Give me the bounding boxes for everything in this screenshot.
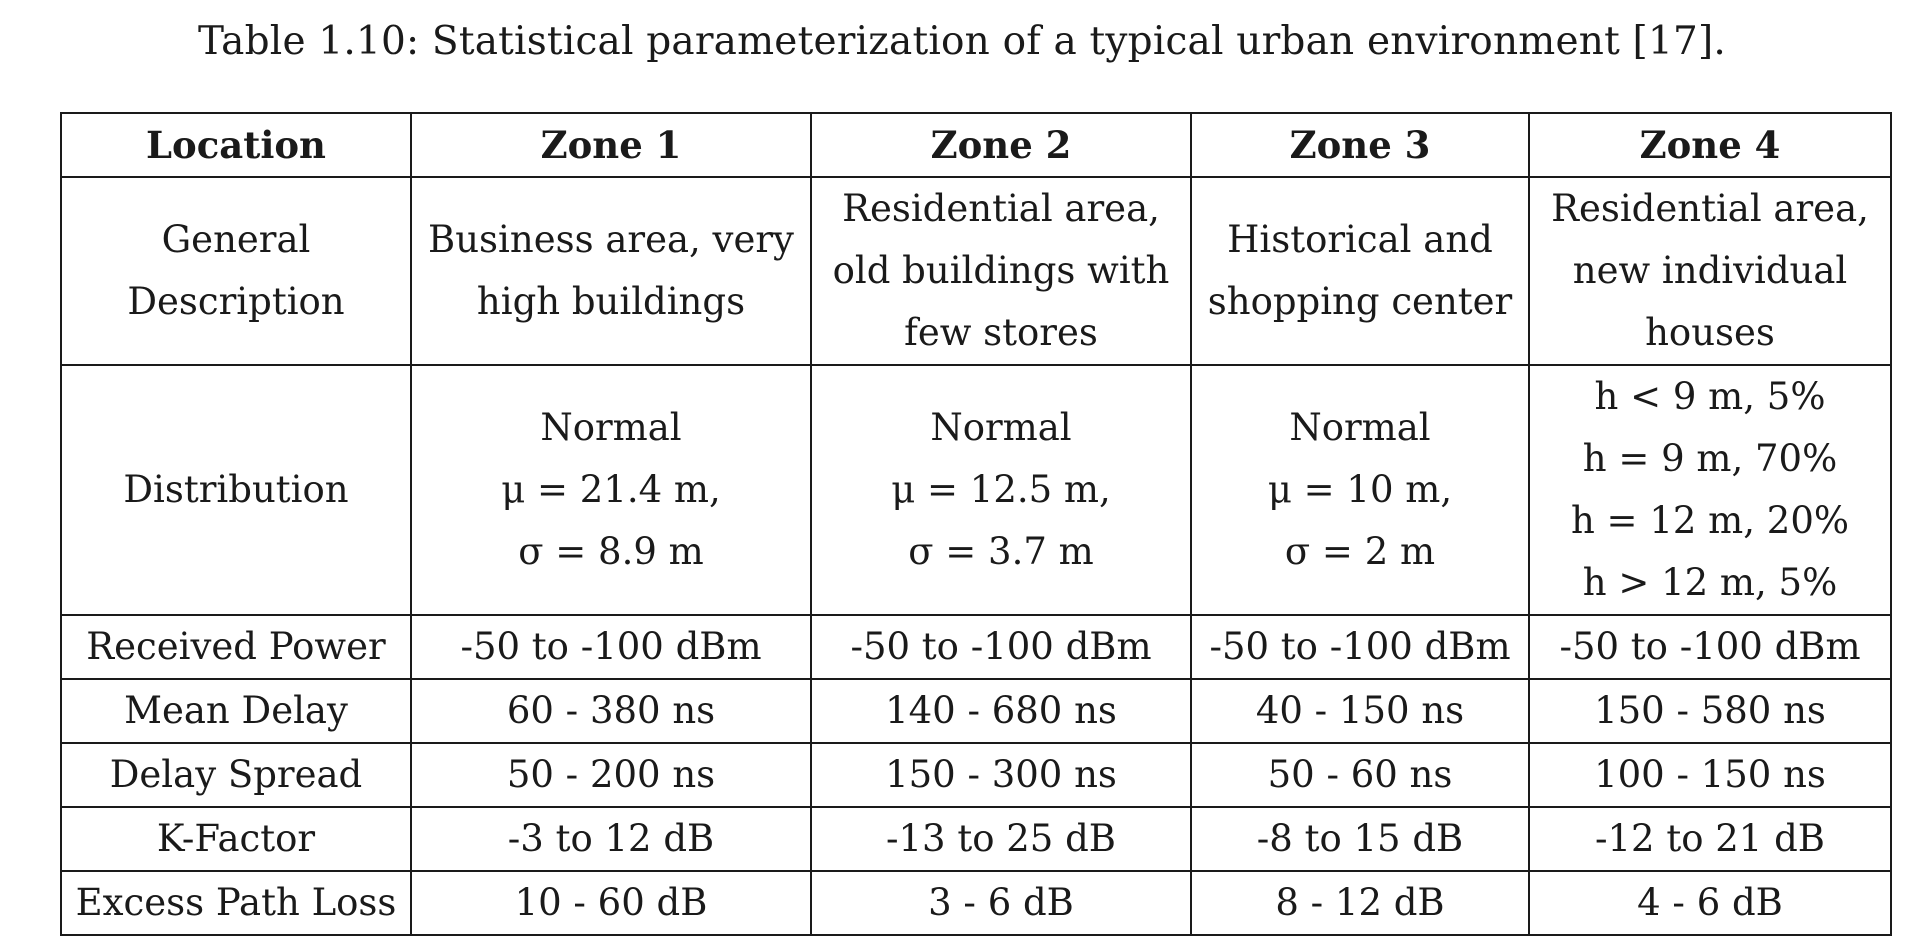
table-cell: 4 - 6 dB (1528, 870, 1892, 936)
cell-line: h = 12 m, 20% (1570, 499, 1850, 542)
header-zone-2: Zone 2 (810, 112, 1192, 178)
label-line: Description (127, 280, 345, 323)
header-row: Location Zone 1 Zone 2 Zone 3 Zone 4 (60, 112, 1892, 178)
cell-line: μ = 10 m, (1267, 468, 1453, 511)
header-zone-3: Zone 3 (1190, 112, 1530, 178)
table-cell: Residential area, new individual houses (1528, 176, 1892, 366)
table-cell: -50 to -100 dBm (1528, 614, 1892, 680)
table-cell: -12 to 21 dB (1528, 806, 1892, 872)
cell-line: few stores (904, 311, 1098, 354)
cell-line: Normal (930, 406, 1072, 449)
cell-line: high buildings (476, 280, 746, 323)
row-label: Excess Path Loss (60, 870, 412, 936)
table-cell: 150 - 580 ns (1528, 678, 1892, 744)
label-line: Distribution (123, 468, 349, 511)
table-row: General Description Business area, very … (60, 176, 1892, 366)
cell-line: μ = 21.4 m, (501, 468, 721, 511)
cell-line: old buildings with (832, 249, 1170, 292)
table-cell: Historical and shopping center (1190, 176, 1530, 366)
table-cell: 8 - 12 dB (1190, 870, 1530, 936)
cell-line: Business area, very (428, 218, 794, 261)
table-cell: h < 9 m, 5% h = 9 m, 70% h = 12 m, 20% h… (1528, 364, 1892, 616)
cell-line: μ = 12.5 m, (891, 468, 1111, 511)
row-label: K-Factor (60, 806, 412, 872)
row-label: Mean Delay (60, 678, 412, 744)
table-row: Delay Spread 50 - 200 ns 150 - 300 ns 50… (60, 742, 1892, 808)
table-cell: 3 - 6 dB (810, 870, 1192, 936)
cell-line: Residential area, (1551, 187, 1869, 230)
cell-line: Historical and (1227, 218, 1493, 261)
table-cell: Residential area, old buildings with few… (810, 176, 1192, 366)
header-zone-1: Zone 1 (410, 112, 812, 178)
cell-line: h > 12 m, 5% (1582, 561, 1838, 604)
table-cell: -50 to -100 dBm (410, 614, 812, 680)
table-cell: 10 - 60 dB (410, 870, 812, 936)
table-cell: 100 - 150 ns (1528, 742, 1892, 808)
table-cell: -8 to 15 dB (1190, 806, 1530, 872)
cell-line: Residential area, (842, 187, 1160, 230)
cell-line: σ = 2 m (1284, 530, 1436, 573)
table-row: Received Power -50 to -100 dBm -50 to -1… (60, 614, 1892, 680)
row-label: Delay Spread (60, 742, 412, 808)
table-cell: -3 to 12 dB (410, 806, 812, 872)
table-cell: 50 - 60 ns (1190, 742, 1530, 808)
table-caption: Table 1.10: Statistical parameterization… (197, 19, 1727, 64)
table-cell: 150 - 300 ns (810, 742, 1192, 808)
urban-parameter-table: Location Zone 1 Zone 2 Zone 3 Zone 4 Gen… (60, 112, 1892, 936)
cell-line: new individual (1572, 249, 1848, 292)
cell-line: Normal (540, 406, 682, 449)
table-cell: 50 - 200 ns (410, 742, 812, 808)
row-label: General Description (60, 176, 412, 366)
table-cell: Normal μ = 21.4 m, σ = 8.9 m (410, 364, 812, 616)
cell-line: Normal (1289, 406, 1431, 449)
cell-line: houses (1645, 311, 1775, 354)
cell-line: h = 9 m, 70% (1582, 437, 1838, 480)
header-location: Location (60, 112, 412, 178)
table-row: Mean Delay 60 - 380 ns 140 - 680 ns 40 -… (60, 678, 1892, 744)
label-line: General (161, 218, 311, 261)
table-row: Excess Path Loss 10 - 60 dB 3 - 6 dB 8 -… (60, 870, 1892, 936)
cell-line: σ = 3.7 m (908, 530, 1094, 573)
table-row: Distribution Normal μ = 21.4 m, σ = 8.9 … (60, 364, 1892, 616)
table-cell: -13 to 25 dB (810, 806, 1192, 872)
table-cell: Normal μ = 10 m, σ = 2 m (1190, 364, 1530, 616)
table-cell: -50 to -100 dBm (810, 614, 1192, 680)
cell-line: σ = 8.9 m (518, 530, 704, 573)
table-cell: -50 to -100 dBm (1190, 614, 1530, 680)
table-cell: 40 - 150 ns (1190, 678, 1530, 744)
table-cell: 60 - 380 ns (410, 678, 812, 744)
table-cell: 140 - 680 ns (810, 678, 1192, 744)
row-label: Distribution (60, 364, 412, 616)
cell-line: h < 9 m, 5% (1594, 375, 1826, 418)
cell-line: shopping center (1207, 280, 1513, 323)
table-cell: Normal μ = 12.5 m, σ = 3.7 m (810, 364, 1192, 616)
table-row: K-Factor -3 to 12 dB -13 to 25 dB -8 to … (60, 806, 1892, 872)
row-label: Received Power (60, 614, 412, 680)
table-cell: Business area, very high buildings (410, 176, 812, 366)
header-zone-4: Zone 4 (1528, 112, 1892, 178)
